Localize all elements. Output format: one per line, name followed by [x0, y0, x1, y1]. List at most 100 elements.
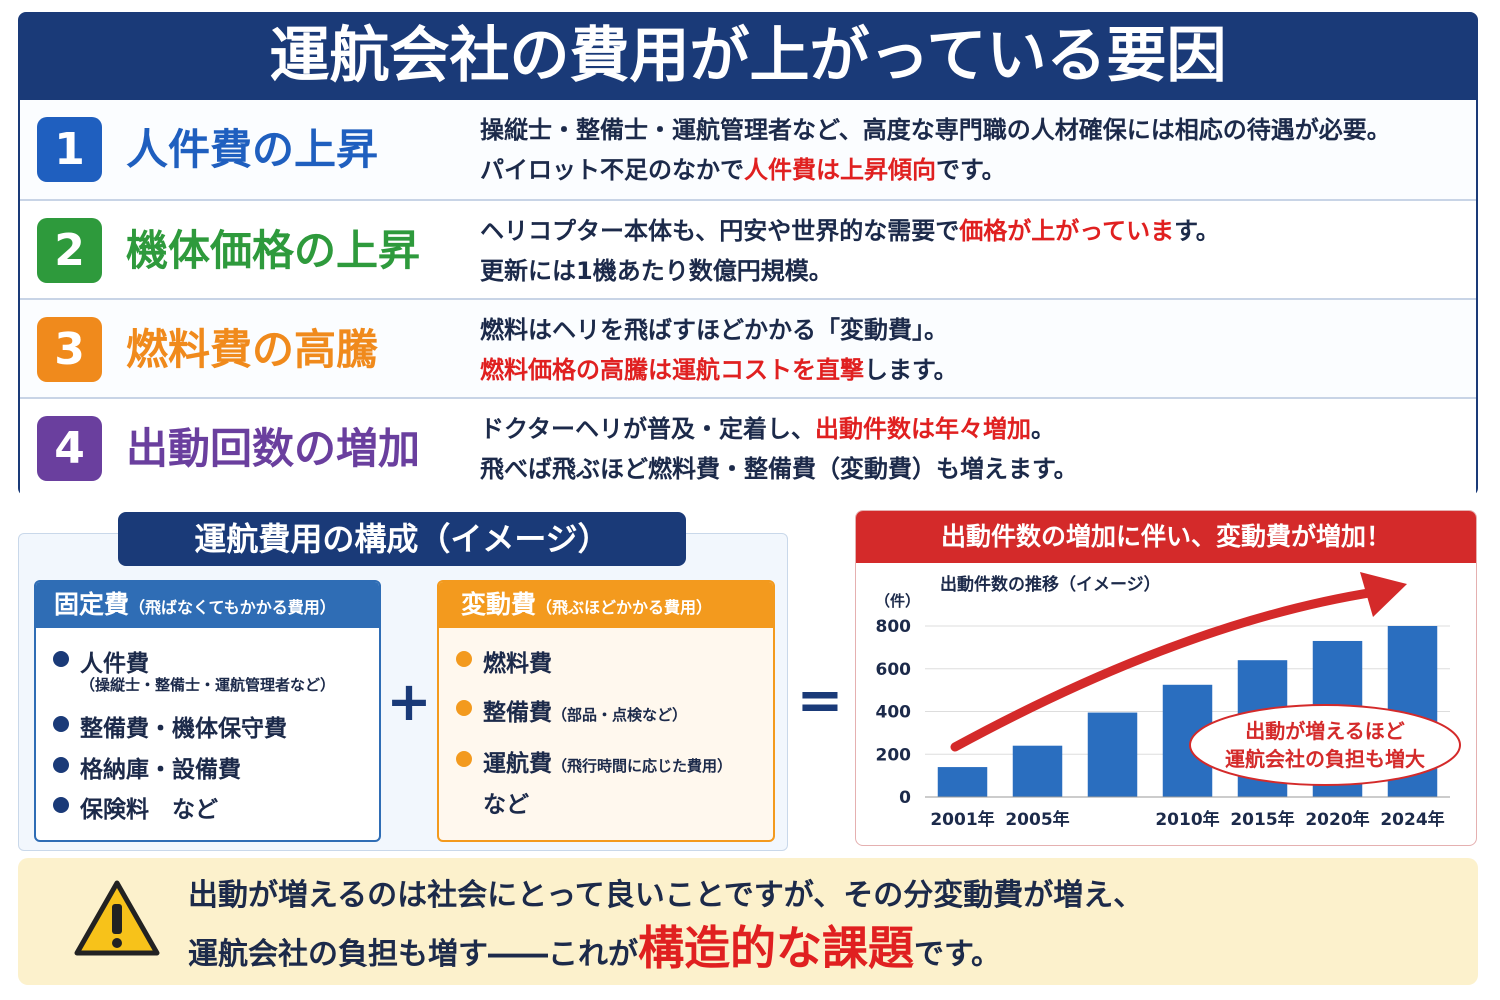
factor-description: ヘリコプター本体も、円安や世界的な需要で価格が上がっています。更新には1機あたり… [480, 211, 1220, 291]
text-segment: です。 [936, 156, 1006, 184]
variable-item-line: 燃料費 [483, 644, 552, 678]
warning-icon [74, 880, 160, 956]
text-segment: 運航会社の負担も増す――これが [188, 937, 638, 972]
plus: + [386, 670, 432, 733]
factor-row: 2 機体価格の上昇 ヘリコプター本体も、円安や世界的な需要で価格が上がっています。更… [20, 199, 1476, 298]
y-axis-label: （件） [875, 592, 920, 610]
text-segment: ドクターヘリが普及・定着し、 [480, 415, 816, 443]
highlight-text: 構造的な課題 [638, 921, 914, 975]
y-tick-label: 600 [876, 660, 912, 680]
fixed-item: 整備費・機体保守費 [80, 716, 287, 742]
annotation: 出動が増えるほど [1245, 719, 1404, 743]
fixed-item-sub: （操縦士・整備士・運航管理者など） [80, 676, 336, 694]
variable-tail: など [483, 792, 529, 818]
factor-row: 4 出動回数の増加 ドクターヘリが普及・定着し、出動件数は年々増加。飛べば飛ぶほど燃… [20, 397, 1476, 496]
x-tick-label: 2005年 [1005, 809, 1069, 830]
x-tick-label: 2015年 [1230, 809, 1294, 830]
highlight-text: 燃料価格の高騰は運航コストを直撃 [480, 356, 864, 384]
factor-row: 3 燃料費の高騰 燃料はヘリを飛ばすほどかかる「変動費」。 燃料価格の高騰は運航コスト… [20, 298, 1476, 397]
text-segment: します。 [864, 356, 958, 384]
bullet [53, 797, 69, 813]
y-tick-label: 800 [876, 617, 912, 637]
variable-header: 変動費（飛ぶほどかかる費用） [439, 582, 773, 628]
y-tick-label: 400 [876, 703, 912, 723]
bar [1087, 712, 1138, 797]
x-tick-label: 2020年 [1305, 809, 1369, 830]
footer [18, 858, 1478, 985]
text-line: 燃料はヘリを飛ばすほどかかる「変動費」。 [480, 310, 958, 350]
bar [937, 767, 988, 797]
annotation-bubble [1189, 704, 1461, 786]
factor-title: 出動回数の増加 [126, 424, 421, 473]
text-line: 更新には1機あたり数億円規模。 [480, 251, 1220, 291]
annotation: 運航会社の負担も増大 [1225, 747, 1425, 771]
bullet [456, 651, 472, 667]
factor-title: 人件費の上昇 [126, 125, 379, 174]
highlight-text: 価格が上がっていま [959, 217, 1175, 245]
factor-list: 1 人件費の上昇 操縦士・整備士・運航管理者など、高度な専門職の人材確保には相応の待… [18, 100, 1478, 496]
variable-note: （飛ぶほどかかる費用） [536, 598, 713, 617]
bullet [53, 716, 69, 732]
chart-panel: 出動件数の増加に伴い、変動費が増加！ [855, 510, 1477, 846]
y-tick-label: 0 [899, 788, 911, 808]
factor-description: 燃料はヘリを飛ばすほどかかる「変動費」。 燃料価格の高騰は運航コストを直撃します。 [480, 310, 958, 390]
highlight-text: 出動件数は年々増加 [815, 415, 1032, 443]
equals: = [796, 668, 844, 733]
fixed-header: 固定費（飛ばなくてもかかる費用） [36, 582, 379, 628]
x-tick-label: 2024年 [1380, 809, 1444, 830]
fixed-note: （飛ばなくてもかかる費用） [129, 598, 336, 617]
variable-item: 燃料費 [483, 651, 552, 677]
factor-description: 操縦士・整備士・運航管理者など、高度な専門職の人材確保には相応の待遇が必要。 パイ… [480, 110, 1391, 190]
header: 運航会社の費用が上がっている要因 [18, 12, 1478, 100]
bullet [456, 700, 472, 716]
bullet [456, 751, 472, 767]
text-segment: 燃料はヘリを飛ばすほどかかる「変動費」。 [480, 316, 948, 344]
text-line: ドクターヘリが普及・定着し、出動件数は年々増加。 [480, 409, 1078, 449]
text-segment: 飛べば飛ぶほど燃料費・整備費（変動費）も増えます。 [480, 455, 1078, 483]
arrow-head [1360, 572, 1407, 617]
factor-description: ドクターヘリが普及・定着し、出動件数は年々増加。飛べば飛ぶほど燃料費・整備費（変… [480, 409, 1078, 489]
text-segment: パイロット不足のなかで [480, 156, 744, 184]
text-line: ヘリコプター本体も、円安や世界的な需要で価格が上がっています。 [480, 211, 1220, 251]
factor-number: 3 [37, 317, 102, 382]
variable-title: 変動費 [461, 590, 537, 619]
x-tick-label: 2010年 [1155, 809, 1219, 830]
text-line: 操縦士・整備士・運航管理者など、高度な専門職の人材確保には相応の待遇が必要。 [480, 110, 1391, 150]
chart-title: 出動件数の推移（イメージ） [940, 574, 1161, 595]
footer-text: 出動が増えるのは社会にとって良いことですが、その分変動費が増え、 運航会社の負担も… [188, 870, 1388, 981]
text-line: 燃料価格の高騰は運航コストを直撃します。 [480, 350, 958, 390]
y-tick-label: 200 [876, 745, 912, 765]
text-segment: 出動が増えるのは社会にとって良いことですが、その分変動費が増え、 [188, 878, 1144, 913]
fixed-title: 固定費 [54, 590, 130, 619]
text-segment: 。 [1031, 415, 1056, 443]
factor-number: 1 [37, 117, 102, 182]
text-line: 出動が増えるのは社会にとって良いことですが、その分変動費が増え、 [188, 870, 1388, 922]
variable-item: 整備費 [483, 700, 552, 726]
text-line: 飛べば飛ぶほど燃料費・整備費（変動費）も増えます。 [480, 449, 1078, 489]
trend-arrow [950, 587, 1380, 752]
variable-item-note: （飛行時間に応じた費用） [552, 757, 733, 775]
factor-title: 燃料費の高騰 [126, 325, 379, 374]
variable-cost-box: 変動費（飛ぶほどかかる費用） 燃料費 整備費（部品・点検など） 運航費（飛行時間に応… [437, 580, 775, 842]
text-segment: です。 [914, 937, 1001, 972]
factor-number: 4 [37, 416, 102, 481]
fixed-item: 保険料 など [80, 797, 218, 823]
chart-banner: 出動件数の増加に伴い、変動費が増加！ [856, 511, 1476, 563]
text-segment: す。 [1174, 217, 1220, 245]
text-segment: ヘリコプター本体も、円安や世界的な需要で [480, 217, 960, 245]
chart: 出動件数の推移（イメージ） （件） 0 200 400 600 800 2001年 2005年 2… [875, 572, 1461, 830]
text-segment: 操縦士・整備士・運航管理者など、高度な専門職の人材確保には相応の待遇が必要。 [480, 116, 1391, 144]
text-line: 運航会社の負担も増す――これが構造的な課題です。 [188, 922, 1388, 981]
bar [1012, 745, 1063, 797]
variable-item: 運航費 [483, 751, 552, 777]
fixed-cost-box: 固定費（飛ばなくてもかかる費用） 人件費 （操縦士・整備士・運航管理者など） 整備費… [34, 580, 381, 842]
factor-row: 1 人件費の上昇 操縦士・整備士・運航管理者など、高度な専門職の人材確保には相応の待… [20, 100, 1476, 199]
x-tick-label: 2001年 [930, 809, 994, 830]
composition-title: 運航費用の構成（イメージ） [118, 512, 686, 566]
bullet [53, 651, 69, 667]
fixed-item: 人件費 [80, 651, 149, 677]
text-line: パイロット不足のなかで人件費は上昇傾向です。 [480, 150, 1391, 190]
variable-item-line: 運航費（飛行時間に応じた費用） [483, 744, 732, 778]
text-segment: 更新には1機あたり数億円規模。 [480, 257, 833, 285]
